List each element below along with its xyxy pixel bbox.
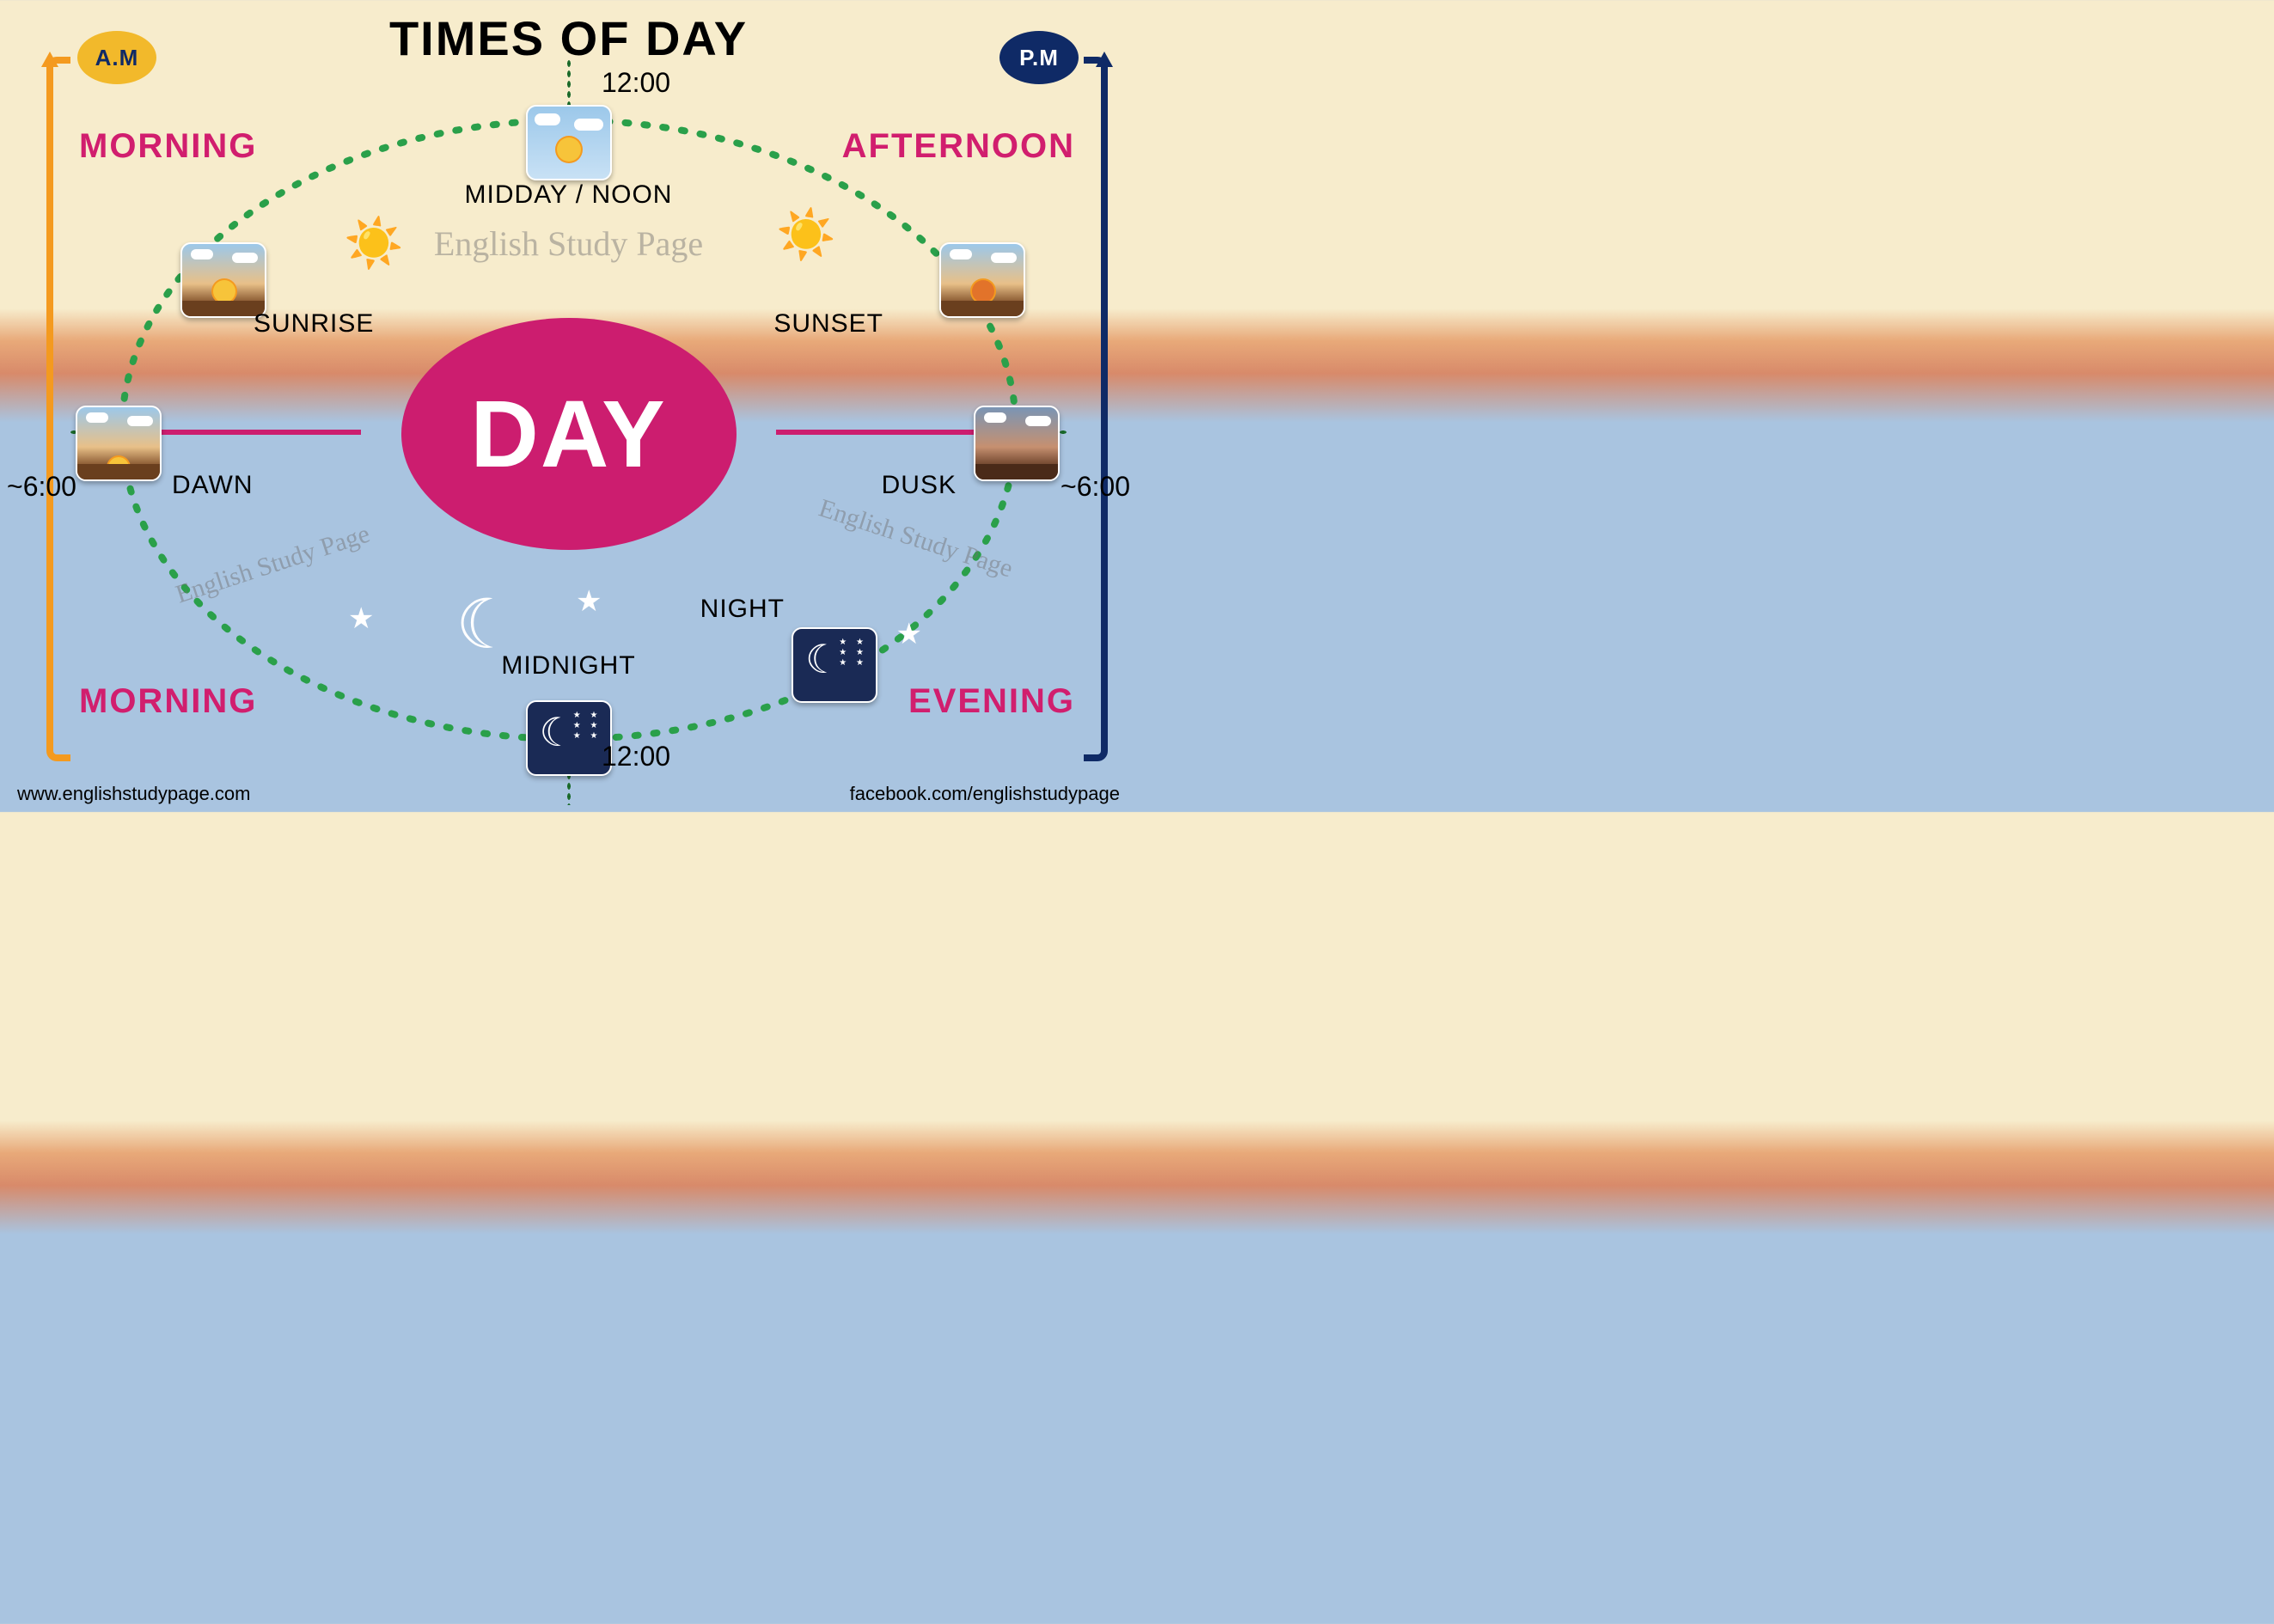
time-bottom: 12:00 — [602, 741, 670, 772]
label-sunset: SUNSET — [773, 309, 883, 339]
watermark-1: English Study Page — [434, 223, 703, 264]
midnight-tile: ☾ ★ ★★ ★ ★ ★ — [526, 700, 612, 776]
sunset-tile — [939, 242, 1025, 318]
time-right: ~6:00 — [1061, 471, 1130, 503]
stem-top — [566, 58, 572, 107]
dusk-tile — [974, 406, 1060, 481]
pm-bracket — [1084, 57, 1108, 761]
pm-badge: P.M — [999, 31, 1079, 84]
label-sunrise: SUNRISE — [254, 309, 374, 339]
label-midnight: MIDNIGHT — [501, 651, 635, 681]
dawn-tile — [76, 406, 162, 481]
footer-website: www.englishstudypage.com — [17, 783, 250, 805]
time-left: ~6:00 — [7, 471, 76, 503]
midday-tile — [526, 105, 612, 180]
label-midday: MIDDAY / NOON — [465, 180, 673, 210]
stem-bottom — [566, 771, 572, 805]
am-bracket — [46, 57, 70, 761]
label-dawn: DAWN — [172, 471, 254, 500]
time-top: 12:00 — [602, 67, 670, 99]
label-dusk: DUSK — [882, 471, 957, 500]
label-night: NIGHT — [700, 595, 785, 624]
sun-icon: ☀️ — [344, 215, 404, 272]
star-icon: ★ — [348, 601, 374, 636]
am-badge: A.M — [77, 31, 156, 84]
sunrise-tile — [180, 242, 266, 318]
center-day-oval: DAY — [401, 318, 737, 550]
star-icon: ★ — [896, 617, 922, 651]
footer-facebook: facebook.com/englishstudypage — [850, 783, 1120, 805]
night-tile: ☾ ★ ★★ ★ ★ ★ — [792, 627, 877, 703]
sun-icon: ☀️ — [776, 206, 836, 263]
star-icon: ★ — [576, 584, 602, 619]
